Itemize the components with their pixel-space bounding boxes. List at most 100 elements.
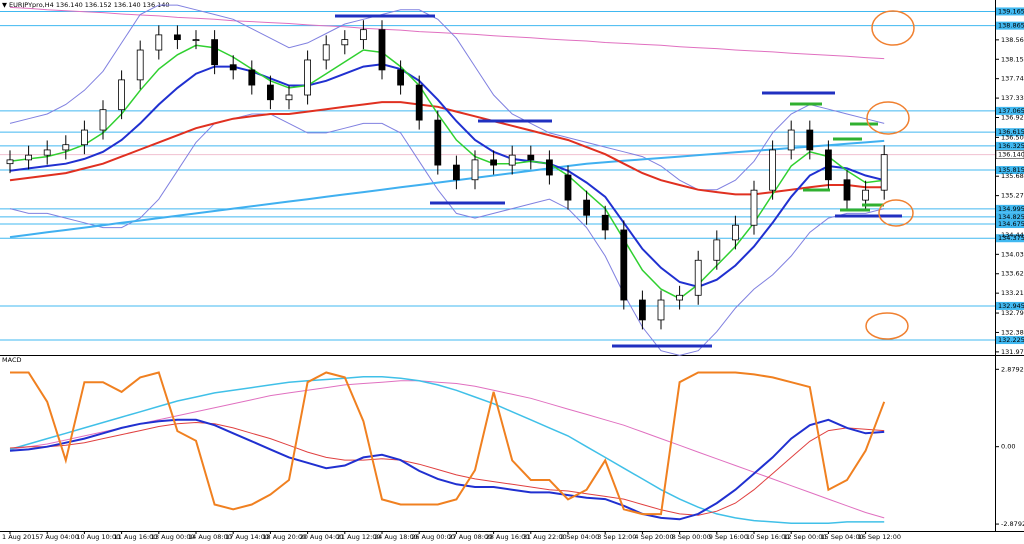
level-label: 134.995 — [998, 205, 1024, 213]
x-tick-label: 14 Aug 08:00 — [188, 533, 232, 541]
candle-body — [397, 69, 405, 86]
candle-body — [694, 259, 702, 296]
candle-body — [118, 79, 125, 111]
candle-body — [136, 49, 144, 81]
y-tick-label: 137.745 — [1001, 75, 1024, 83]
level-label: 135.815 — [998, 166, 1024, 174]
level-label: 138.865 — [998, 22, 1024, 30]
level-label: 134.675 — [998, 220, 1024, 228]
x-tick-label: 20 Aug 04:00 — [300, 533, 344, 541]
candle-body — [750, 189, 758, 226]
level-label: 134.375 — [998, 234, 1024, 242]
level-tag — [996, 234, 1024, 243]
price-tag — [995, 150, 1024, 159]
candle-body — [490, 159, 498, 166]
candle-body — [99, 109, 107, 131]
level-tag — [996, 7, 1024, 16]
y-tick-label: 138.565 — [1001, 36, 1024, 44]
y-tick-label: -2.8792 — [1001, 520, 1024, 528]
level-label: 136.615 — [998, 128, 1024, 136]
level-tag — [996, 106, 1024, 115]
candle-body — [285, 94, 293, 101]
x-tick-label: 27 Aug 08:00 — [448, 533, 492, 541]
candle-body — [6, 159, 14, 165]
candle-body — [564, 174, 572, 201]
indicator-line — [9, 44, 885, 300]
candle-body — [825, 149, 832, 181]
level-label: 132.225 — [998, 336, 1024, 344]
x-tick-label: 9 Sep 16:00 — [709, 533, 748, 541]
candle-body — [620, 229, 628, 301]
chart-title: EURJPYpro,H4 136.140 136.152 136.140 136… — [9, 1, 170, 9]
x-tick-label: 17 Aug 14:00 — [225, 533, 269, 541]
level-tag — [996, 220, 1024, 229]
annotations — [335, 10, 915, 348]
level-tag — [996, 336, 1024, 345]
level-label: 139.165 — [998, 7, 1024, 15]
level-tag — [996, 21, 1024, 30]
y-tick-label: 136.925 — [1001, 114, 1024, 122]
candle-body — [211, 39, 219, 66]
x-tick-label: 10 Sep 16:00 — [746, 533, 789, 541]
x-tick-label: 16 Sep 12:00 — [858, 533, 901, 541]
candle-body — [62, 144, 70, 151]
y-tick-label: 135.275 — [1001, 192, 1024, 200]
y-tick-label: 135.685 — [1001, 172, 1024, 180]
level-tag — [996, 301, 1024, 310]
indicator-line — [9, 380, 885, 519]
candle-body — [862, 189, 869, 201]
candle-body — [583, 199, 590, 216]
x-tick-label: 8 Sep 00:00 — [672, 533, 711, 541]
candle-body — [452, 164, 460, 181]
y-tick-label: 132.795 — [1001, 309, 1024, 317]
candle-body — [304, 59, 312, 96]
y-tick-label: 133.625 — [1001, 270, 1024, 278]
y-tick-label: 0.00 — [1001, 443, 1015, 451]
indicator-line — [9, 63, 885, 288]
candle-body — [546, 159, 553, 176]
candle-body — [341, 39, 349, 46]
level-label: 132.945 — [998, 302, 1024, 310]
candle-body — [676, 294, 683, 301]
candle-body — [508, 154, 516, 166]
x-tick-label: 7 Aug 04:00 — [39, 533, 79, 541]
indicator-line — [9, 376, 885, 525]
candle-body — [173, 34, 181, 41]
x-tick-label: 4 Sep 20:00 — [634, 533, 673, 541]
x-tick-label: 1 Aug 2015 — [2, 533, 40, 541]
level-tag — [996, 204, 1024, 213]
candle-body — [880, 154, 888, 191]
highlight-circle — [871, 10, 915, 46]
x-tick-label: 11 Aug 16:00 — [114, 533, 158, 541]
x-tick-label: 15 Sep 04:00 — [820, 533, 863, 541]
y-tick-label: 2.8792 — [1001, 365, 1024, 373]
candle-body — [657, 299, 665, 321]
highlight-circle — [865, 312, 909, 340]
x-tick-label: 26 Aug 00:00 — [411, 533, 455, 541]
candle-body — [434, 119, 442, 166]
y-tick-label: 134.445 — [1001, 231, 1024, 239]
indicator-line — [9, 4, 885, 191]
y-tick-label: 137.335 — [1001, 94, 1024, 102]
candle-body — [43, 149, 51, 156]
candle-body — [527, 154, 535, 161]
level-tag — [996, 128, 1024, 137]
indicator-line — [9, 139, 885, 239]
highlight-circle — [866, 101, 910, 135]
x-tick-label: 12 Sep 00:00 — [783, 533, 826, 541]
candle-body — [732, 224, 739, 241]
candle-body — [155, 34, 163, 51]
candle-body — [81, 129, 88, 146]
macd-title: MACD — [2, 356, 21, 364]
y-tick-label: 138.155 — [1001, 55, 1024, 63]
candle-body — [601, 214, 609, 231]
y-tick-label: 134.035 — [1001, 250, 1024, 258]
level-tag — [996, 166, 1024, 175]
price-label: 136.140 — [998, 151, 1024, 159]
x-tick-label: 24 Aug 18:00 — [374, 533, 418, 541]
candle-body — [192, 39, 200, 42]
candle-body — [471, 159, 479, 181]
candle-body — [769, 149, 776, 191]
